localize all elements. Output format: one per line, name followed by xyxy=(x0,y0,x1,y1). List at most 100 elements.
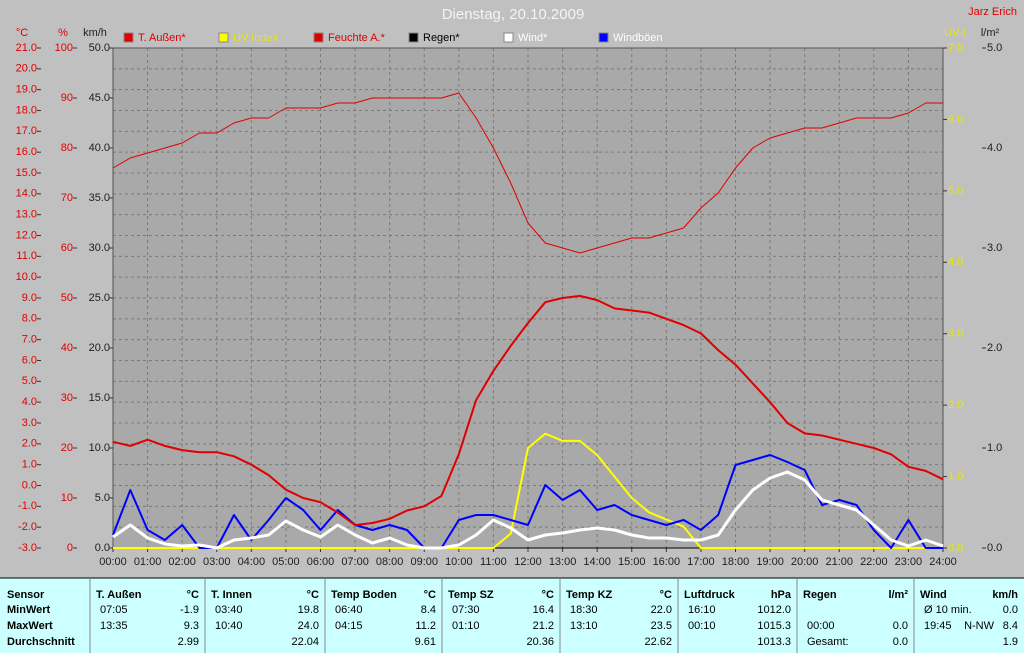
table-cell: 16:10 xyxy=(688,604,716,616)
y5-tick-label: 5.0 xyxy=(987,42,1002,54)
x-tick-label: 24:00 xyxy=(929,556,957,568)
x-tick-label: 23:00 xyxy=(895,556,923,568)
x-tick-label: 10:00 xyxy=(445,556,473,568)
sensor-unit: °C xyxy=(542,589,554,601)
sensor-name: Temp SZ xyxy=(448,589,494,601)
y-tick-label: -1.0 xyxy=(18,500,37,512)
sensor-unit: km/h xyxy=(992,589,1018,601)
author: Jarz Erich xyxy=(968,6,1017,18)
table-cell: 16.4 xyxy=(533,604,554,616)
y3-tick-label: 40.0 xyxy=(89,142,110,154)
y-tick-label: 9.0 xyxy=(22,292,37,304)
legend-label: T. Außen* xyxy=(138,32,186,44)
y-tick-label: 14.0 xyxy=(16,188,37,200)
row-label: MaxWert xyxy=(7,620,53,632)
y3-tick-label: 15.0 xyxy=(89,392,110,404)
y2-tick-label: 90 xyxy=(61,92,73,104)
y-tick-label: 5.0 xyxy=(22,375,37,387)
legend-swatch xyxy=(503,32,514,43)
y3-tick-label: 0.0 xyxy=(95,542,110,554)
y2-tick-label: 70 xyxy=(61,192,73,204)
table-cell: 10:40 xyxy=(215,620,243,632)
y-tick-label: 19.0 xyxy=(16,84,37,96)
x-tick-label: 20:00 xyxy=(791,556,819,568)
y4-tick-label: 5.0 xyxy=(948,185,963,197)
series-line xyxy=(112,92,943,254)
legend-label: Regen* xyxy=(423,32,460,44)
y-tick-label: 7.0 xyxy=(22,334,37,346)
y-tick-label: 8.0 xyxy=(22,313,37,325)
legend-swatch xyxy=(313,32,324,43)
y2-tick-label: 10 xyxy=(61,492,73,504)
y-tick-label: -2.0 xyxy=(18,521,37,533)
table-cell: 22.04 xyxy=(291,636,319,648)
x-tick-label: 05:00 xyxy=(272,556,300,568)
y-tick-label: 1.0 xyxy=(22,459,37,471)
y2-tick-label: 0 xyxy=(67,542,73,554)
table-cell: 24.0 xyxy=(298,620,319,632)
series-line xyxy=(113,432,943,549)
table-cell: 1015.3 xyxy=(757,620,791,632)
sensor-name: T. Außen xyxy=(96,589,142,601)
y-tick-label: 6.0 xyxy=(22,354,37,366)
x-tick-label: 22:00 xyxy=(860,556,888,568)
legend-label: Wind* xyxy=(518,32,548,44)
legend-swatch xyxy=(408,32,419,43)
y2-tick-label: 80 xyxy=(61,142,73,154)
table-cell: 1012.0 xyxy=(757,604,791,616)
y4-axis-label: UV-I xyxy=(944,27,965,39)
x-tick-label: 01:00 xyxy=(134,556,162,568)
y5-tick-label: 0.0 xyxy=(987,542,1002,554)
y-tick-label: 0.0 xyxy=(22,479,37,491)
series-line xyxy=(112,454,943,549)
table-cell: 04:15 xyxy=(335,620,363,632)
sensor-name: Regen xyxy=(803,589,837,601)
x-tick-label: 18:00 xyxy=(722,556,750,568)
table-cell: 20.36 xyxy=(526,636,554,648)
table-cell: 9.3 xyxy=(184,620,199,632)
sensor-name: Wind xyxy=(920,589,947,601)
legend-label: Feuchte A.* xyxy=(328,32,386,44)
x-tick-label: 08:00 xyxy=(376,556,404,568)
table-cell: 8.4 xyxy=(421,604,436,616)
series-line xyxy=(112,294,944,527)
y4-tick-label: 0.0 xyxy=(948,542,963,554)
sensor-name: Temp KZ xyxy=(566,589,613,601)
table-cell: Gesamt: xyxy=(807,636,849,648)
table-cell: 06:40 xyxy=(335,604,363,616)
table-cell: N-NW xyxy=(964,620,995,632)
y3-tick-label: 25.0 xyxy=(89,292,110,304)
table-cell: 0.0 xyxy=(893,636,908,648)
stats-table-bg xyxy=(0,578,1024,653)
table-cell: 9.61 xyxy=(415,636,436,648)
y5-axis-label: l/m² xyxy=(981,27,1000,39)
table-cell: 1013.3 xyxy=(757,636,791,648)
y3-tick-label: 20.0 xyxy=(89,342,110,354)
table-cell: 8.4 xyxy=(1003,620,1018,632)
table-cell: 01:10 xyxy=(452,620,480,632)
legend-swatch xyxy=(598,32,609,43)
x-tick-label: 04:00 xyxy=(238,556,266,568)
table-cell: 2.99 xyxy=(178,636,199,648)
table-cell: 13:35 xyxy=(100,620,128,632)
y-tick-label: 10.0 xyxy=(16,271,37,283)
y-tick-label: 13.0 xyxy=(16,209,37,221)
y3-tick-label: 35.0 xyxy=(89,192,110,204)
x-tick-label: 16:00 xyxy=(653,556,681,568)
y-tick-label: 20.0 xyxy=(16,63,37,75)
table-cell: 11.2 xyxy=(415,620,436,632)
sensor-unit: °C xyxy=(187,589,199,601)
y2-tick-label: 50 xyxy=(61,292,73,304)
y-tick-label: 11.0 xyxy=(16,250,37,262)
table-cell: 0.0 xyxy=(893,620,908,632)
y2-axis-label: % xyxy=(58,27,68,39)
y-tick-label: 2.0 xyxy=(22,438,37,450)
legend-label: UV Index xyxy=(233,32,279,44)
y-tick-label: 3.0 xyxy=(22,417,37,429)
table-cell: 0.0 xyxy=(1003,604,1018,616)
y-tick-label: 4.0 xyxy=(22,396,37,408)
x-tick-label: 03:00 xyxy=(203,556,231,568)
table-cell: 00:10 xyxy=(688,620,716,632)
y-tick-label: 16.0 xyxy=(16,146,37,158)
